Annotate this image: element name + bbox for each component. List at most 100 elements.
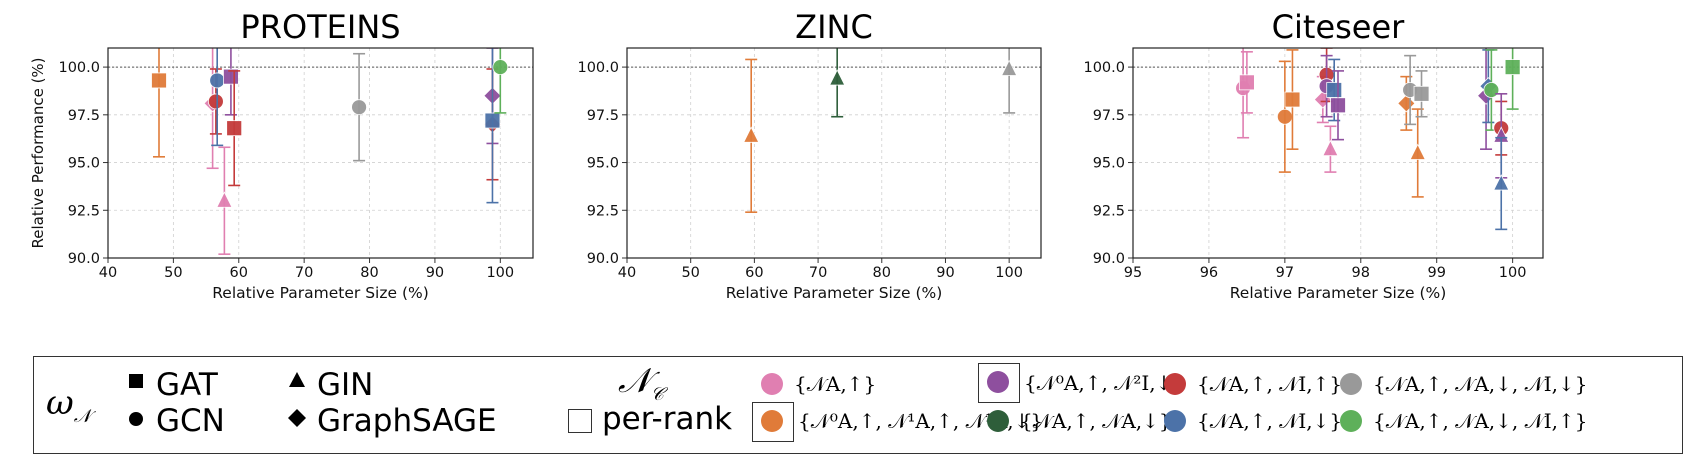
- y-tick-label: 95.0: [587, 156, 619, 172]
- y-tick-label: 90.0: [1093, 251, 1125, 267]
- chart-title: PROTEINS: [240, 8, 400, 46]
- y-tick-label: 92.5: [587, 203, 619, 219]
- y-tick-label: 100.0: [58, 60, 100, 76]
- legend-dot-green: [1340, 410, 1362, 432]
- x-tick-label: 100: [1499, 265, 1527, 281]
- x-tick-label: 90: [936, 265, 954, 281]
- x-tick-label: 99: [1427, 265, 1445, 281]
- point-square: [1330, 97, 1346, 114]
- x-tick-label: 100: [486, 265, 514, 281]
- plot-frame: [1132, 47, 1544, 259]
- x-axis-label: Relative Parameter Size (%): [726, 284, 943, 302]
- legend-graphsage-label: GraphSAGE: [317, 403, 497, 439]
- x-tick-label: 60: [745, 265, 763, 281]
- legend-dot-red: [1164, 373, 1186, 395]
- point-triangle: [216, 191, 233, 208]
- point-triangle: [829, 69, 846, 86]
- point-square: [1238, 74, 1255, 91]
- legend-dot-blue: [1164, 410, 1186, 432]
- x-tick-label: 98: [1352, 265, 1370, 281]
- legend-nc-label: 𝒩𝒞: [618, 361, 664, 405]
- point-circle: [351, 99, 367, 116]
- legend-label-red: {𝒩A,↑, 𝒩I,↑}: [1197, 372, 1343, 396]
- points-group: [1235, 48, 1521, 231]
- x-tick-label: 90: [426, 265, 444, 281]
- x-tick-label: 96: [1200, 265, 1218, 281]
- chart-title: Citeseer: [1272, 8, 1406, 46]
- y-tick-label: 95.0: [68, 156, 100, 172]
- point-circle: [492, 59, 509, 75]
- plot-frame: [107, 47, 534, 259]
- y-tick-label: 92.5: [68, 203, 100, 219]
- legend-boxed-purple: [978, 363, 1020, 403]
- x-axis-label: Relative Parameter Size (%): [212, 284, 429, 302]
- point-triangle: [743, 126, 760, 143]
- chart-panel-2: 95 96 97 98 99 100 90.0 92.5 95.0 97.5 100.0 Citese…: [1083, 8, 1544, 302]
- legend-gin-label: GIN: [317, 367, 374, 403]
- y-tick-label: 97.5: [587, 108, 619, 124]
- legend-triangle-icon: [289, 372, 305, 387]
- y-tick-label: 95.0: [1093, 156, 1125, 172]
- point-triangle: [1409, 143, 1426, 160]
- point-square: [1504, 59, 1521, 75]
- x-tick-label: 60: [230, 265, 248, 281]
- point-circle: [209, 72, 226, 89]
- legend-per-rank-label: per-rank: [602, 401, 733, 437]
- y-tick-label: 97.5: [68, 108, 100, 124]
- y-tick-label: 90.0: [68, 251, 100, 267]
- y-tick-label: 97.5: [1093, 108, 1125, 124]
- point-circle: [1483, 82, 1500, 98]
- legend-per-rank-box-icon: [568, 409, 592, 433]
- point-square: [1413, 85, 1430, 102]
- point-circle: [1276, 108, 1293, 125]
- point-square: [226, 120, 243, 137]
- legend-label-green: {𝒩A,↑, 𝒩A,↓, 𝒩I,↑}: [1373, 409, 1588, 433]
- points-group: [743, 48, 1018, 213]
- plot-frame: [626, 47, 1042, 259]
- legend-omega-sub: 𝒩: [73, 405, 91, 427]
- x-tick-label: 40: [618, 265, 636, 281]
- x-tick-label: 100: [995, 265, 1023, 281]
- y-tick-label: 92.5: [1093, 203, 1125, 219]
- x-tick-label: 80: [873, 265, 891, 281]
- legend-label-purple: {𝒩⁰A,↑, 𝒩²I,↓}: [1024, 371, 1186, 395]
- chart-title: ZINC: [795, 8, 873, 46]
- x-tick-label: 50: [681, 265, 699, 281]
- x-tick-label: 70: [295, 265, 313, 281]
- point-triangle: [1001, 59, 1018, 76]
- legend-circle-icon: [129, 412, 143, 426]
- legend-nc-sub: 𝒞: [650, 383, 664, 405]
- points-group: [151, 48, 509, 255]
- legend-box: ω𝒩 GAT GCN GIN GraphSAGE 𝒩𝒞 per-rank {𝒩A…: [33, 356, 1683, 454]
- point-square: [1284, 91, 1301, 108]
- x-tick-label: 95: [1124, 265, 1142, 281]
- chart-panel-0: 40 50 60 70 80 90 100 90.0 92.5 95.0 97.5 100.0 PROT…: [29, 8, 534, 302]
- legend-label-darkgreen: {𝒩A,↑, 𝒩A,↓}: [1020, 409, 1172, 433]
- x-tick-label: 80: [360, 265, 378, 281]
- legend-gcn-label: GCN: [156, 403, 225, 439]
- legend-label-gray: {𝒩A,↑, 𝒩A,↓, 𝒩I,↓}: [1373, 372, 1588, 396]
- legend-dot-darkgreen: [987, 410, 1009, 432]
- charts-canvas: 40 50 60 70 80 90 100 90.0 92.5 95.0 97.5 100.0 PROT…: [29, 8, 1544, 302]
- point-circle: [207, 93, 224, 110]
- point-square: [1326, 82, 1343, 98]
- y-tick-label: 100.0: [577, 60, 619, 76]
- y-axis-label: Relative Performance (%): [29, 57, 47, 248]
- x-axis-label: Relative Parameter Size (%): [1230, 284, 1447, 302]
- point-triangle: [1322, 139, 1339, 157]
- legend-gat-label: GAT: [156, 367, 218, 403]
- legend-boxed-orange: [752, 402, 794, 442]
- legend-dot-pink: [761, 373, 783, 395]
- y-tick-label: 90.0: [587, 251, 619, 267]
- legend-label-pink: {𝒩A,↑}: [794, 372, 877, 396]
- x-tick-label: 97: [1276, 265, 1294, 281]
- legend-label-blue: {𝒩A,↑, 𝒩I,↓}: [1197, 409, 1343, 433]
- point-triangle: [1493, 174, 1510, 191]
- legend-diamond-icon: [288, 409, 306, 427]
- x-tick-label: 50: [164, 265, 182, 281]
- x-tick-label: 40: [99, 265, 117, 281]
- legend-dot-gray: [1340, 373, 1362, 395]
- point-square: [484, 112, 501, 129]
- legend-dot-purple: [987, 371, 1009, 393]
- x-tick-label: 70: [809, 265, 827, 281]
